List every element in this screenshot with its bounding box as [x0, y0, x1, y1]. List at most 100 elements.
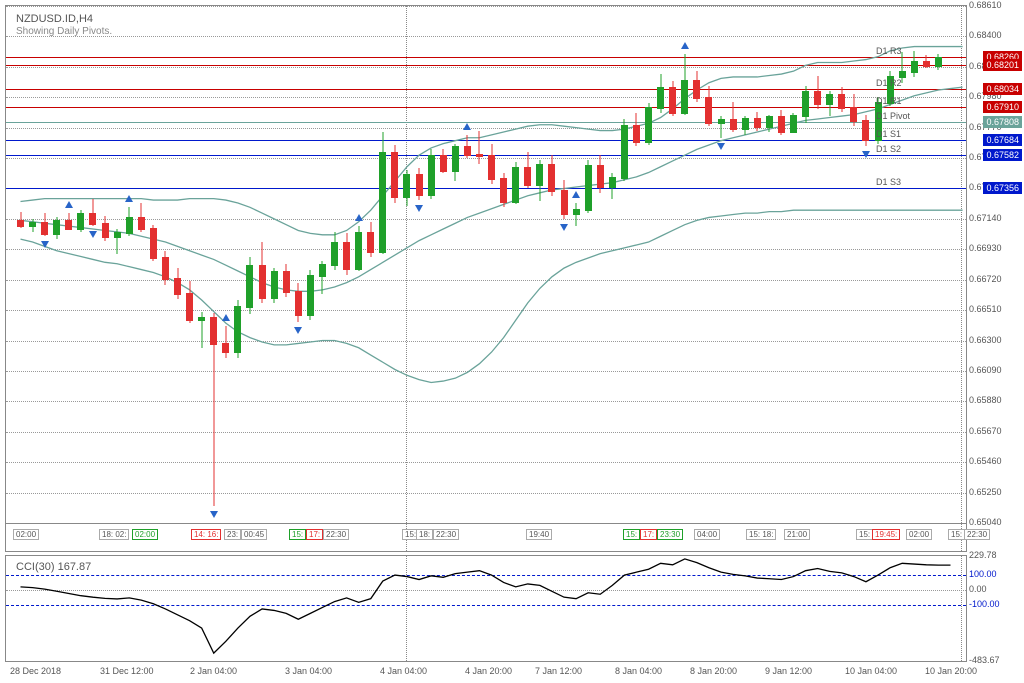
candle[interactable] — [499, 6, 508, 523]
candle[interactable] — [390, 6, 399, 523]
candle[interactable] — [88, 6, 97, 523]
fractal-arrow-down-icon — [415, 205, 423, 212]
candle[interactable] — [789, 6, 798, 523]
candle[interactable] — [161, 6, 170, 523]
candle[interactable] — [644, 6, 653, 523]
candle[interactable] — [849, 6, 858, 523]
candle[interactable] — [765, 6, 774, 523]
candle[interactable] — [185, 6, 194, 523]
candle[interactable] — [632, 6, 641, 523]
price-chart[interactable]: NZDUSD.ID,H4 Showing Daily Pivots. D1 R3… — [5, 5, 967, 552]
candle[interactable] — [922, 6, 931, 523]
cci-indicator-chart[interactable]: CCI(30) 167.87 — [5, 555, 967, 662]
candle[interactable] — [282, 6, 291, 523]
price-tag: 0.67808 — [983, 116, 1022, 128]
candle[interactable] — [861, 6, 870, 523]
y-tick-label: 0.67140 — [969, 213, 1002, 223]
y-tick-label: 0.66090 — [969, 365, 1002, 375]
time-box: 14: 16: — [191, 529, 221, 540]
fractal-arrow-up-icon — [125, 195, 133, 202]
candle[interactable] — [741, 6, 750, 523]
candle[interactable] — [101, 6, 110, 523]
candle[interactable] — [692, 6, 701, 523]
candle[interactable] — [487, 6, 496, 523]
candle[interactable] — [704, 6, 713, 523]
candle[interactable] — [378, 6, 387, 523]
x-tick-label: 10 Jan 20:00 — [925, 666, 977, 676]
candle[interactable] — [137, 6, 146, 523]
candle[interactable] — [342, 6, 351, 523]
candle[interactable] — [934, 6, 943, 523]
candle[interactable] — [16, 6, 25, 523]
candle[interactable] — [547, 6, 556, 523]
candle[interactable] — [402, 6, 411, 523]
candle[interactable] — [125, 6, 134, 523]
candle[interactable] — [330, 6, 339, 523]
candle[interactable] — [209, 6, 218, 523]
y-tick-label: 0.66510 — [969, 304, 1002, 314]
candle[interactable] — [825, 6, 834, 523]
candle[interactable] — [837, 6, 846, 523]
instrument-title: NZDUSD.ID,H4 — [16, 13, 93, 25]
candle[interactable] — [197, 6, 206, 523]
pivot-label: D1 R3 — [876, 46, 902, 56]
candle[interactable] — [475, 6, 484, 523]
candle[interactable] — [596, 6, 605, 523]
candle[interactable] — [427, 6, 436, 523]
fractal-arrow-up-icon — [355, 214, 363, 221]
candle[interactable] — [76, 6, 85, 523]
candle[interactable] — [294, 6, 303, 523]
candle[interactable] — [620, 6, 629, 523]
candle[interactable] — [463, 6, 472, 523]
time-x-axis: 28 Dec 201831 Dec 12:002 Jan 04:003 Jan … — [5, 666, 965, 680]
candle[interactable] — [233, 6, 242, 523]
candle[interactable] — [572, 6, 581, 523]
time-box: 15: — [948, 529, 965, 540]
candle[interactable] — [523, 6, 532, 523]
candle[interactable] — [52, 6, 61, 523]
y-tick-label: 0.65250 — [969, 487, 1002, 497]
candle[interactable] — [306, 6, 315, 523]
candle[interactable] — [415, 6, 424, 523]
price-tag: 0.68201 — [983, 59, 1022, 71]
pivot-label: D1 S1 — [876, 129, 901, 139]
candle[interactable] — [656, 6, 665, 523]
fractal-arrow-up-icon — [65, 201, 73, 208]
candle[interactable] — [354, 6, 363, 523]
indicator-y-tick: -483.67 — [969, 655, 1000, 665]
price-tag: 0.67582 — [983, 149, 1022, 161]
indicator-title: CCI(30) 167.87 — [16, 561, 91, 573]
candle[interactable] — [40, 6, 49, 523]
candle[interactable] — [113, 6, 122, 523]
candle[interactable] — [608, 6, 617, 523]
candle[interactable] — [318, 6, 327, 523]
candle[interactable] — [451, 6, 460, 523]
candle[interactable] — [173, 6, 182, 523]
candle[interactable] — [560, 6, 569, 523]
candle[interactable] — [270, 6, 279, 523]
x-tick-label: 4 Jan 20:00 — [465, 666, 512, 676]
candle[interactable] — [753, 6, 762, 523]
candle[interactable] — [511, 6, 520, 523]
candle[interactable] — [439, 6, 448, 523]
candle[interactable] — [221, 6, 230, 523]
candle[interactable] — [668, 6, 677, 523]
candle[interactable] — [535, 6, 544, 523]
candle[interactable] — [910, 6, 919, 523]
candle[interactable] — [584, 6, 593, 523]
candle[interactable] — [801, 6, 810, 523]
candle[interactable] — [28, 6, 37, 523]
candle[interactable] — [777, 6, 786, 523]
candle[interactable] — [258, 6, 267, 523]
time-box: 15: — [623, 529, 640, 540]
candle[interactable] — [64, 6, 73, 523]
time-box: 22:30 — [323, 529, 349, 540]
candle[interactable] — [729, 6, 738, 523]
candle[interactable] — [813, 6, 822, 523]
candle[interactable] — [366, 6, 375, 523]
candle[interactable] — [245, 6, 254, 523]
candle[interactable] — [717, 6, 726, 523]
candle[interactable] — [680, 6, 689, 523]
candle[interactable] — [149, 6, 158, 523]
fractal-arrow-down-icon — [294, 327, 302, 334]
